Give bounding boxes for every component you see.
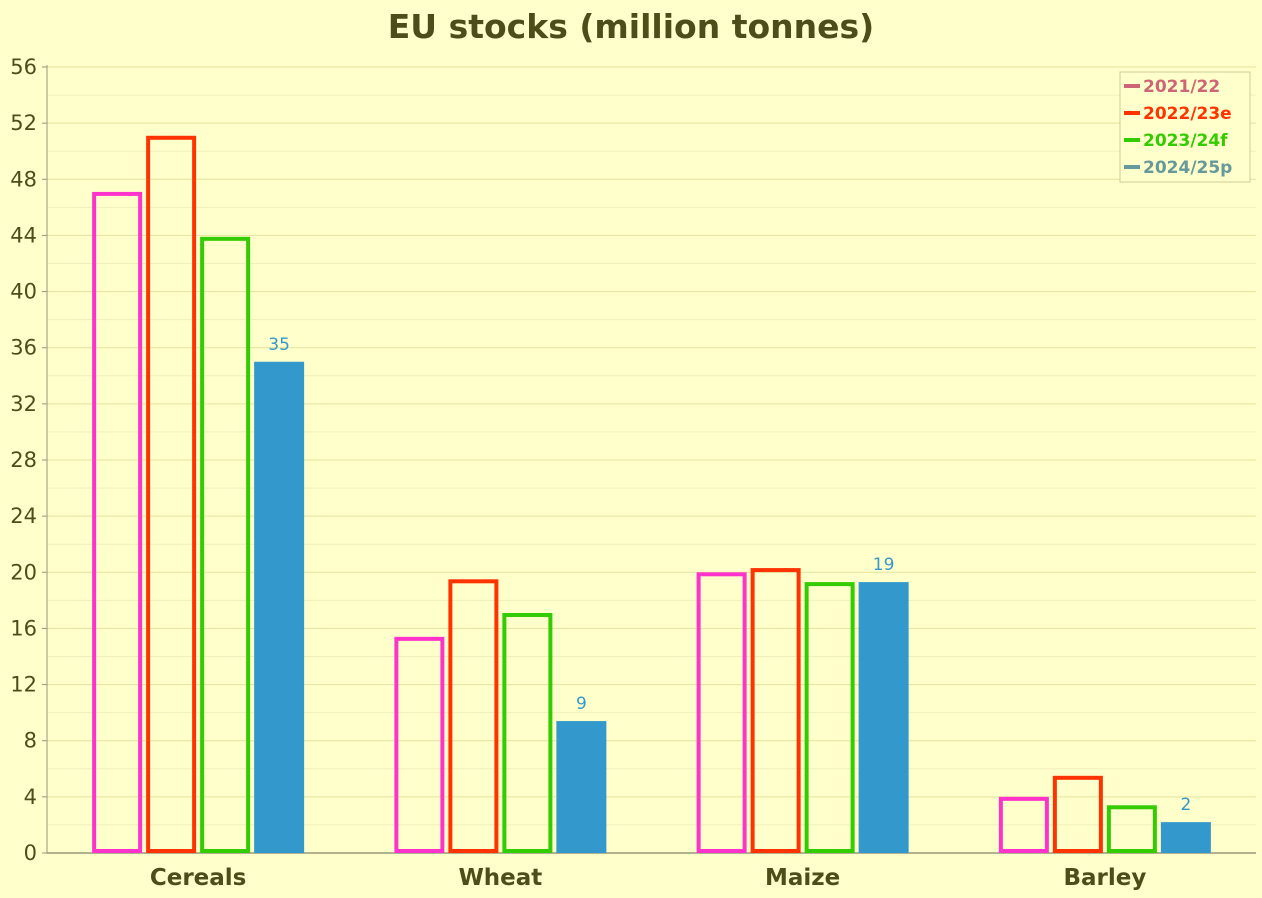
x-tick-label: Wheat <box>458 865 542 891</box>
bar-202324f-cereals <box>200 236 251 853</box>
x-tick-label: Barley <box>1063 865 1146 891</box>
data-label: 2 <box>1180 795 1191 815</box>
bar-202324f-wheat <box>502 612 553 853</box>
bar-202223e-barley <box>1052 775 1103 854</box>
legend-box <box>1119 71 1251 183</box>
y-tick-label: 28 <box>10 448 37 472</box>
legend-label: 2024/25p <box>1143 158 1232 178</box>
y-tick-label: 56 <box>10 55 37 79</box>
legend-label: 2021/22 <box>1143 77 1220 97</box>
bar-202324f-barley <box>1106 805 1157 853</box>
y-tick-label: 44 <box>10 223 37 247</box>
y-tick-label: 32 <box>10 392 37 416</box>
bar-202122-maize <box>696 572 747 853</box>
y-tick-label: 12 <box>10 673 37 697</box>
bars <box>92 135 1211 854</box>
bar-202223e-maize <box>750 568 801 853</box>
x-tick-label: Maize <box>765 865 840 891</box>
data-label: 35 <box>268 335 290 355</box>
y-tick-label: 52 <box>10 111 37 135</box>
data-labels: 35 9 19 2 <box>268 335 1191 815</box>
bar-202122-barley <box>998 796 1049 853</box>
y-tick-label: 16 <box>10 616 37 640</box>
bar-202122-wheat <box>394 636 445 853</box>
bar-202223e-cereals <box>146 135 197 853</box>
bar-202425p-wheat <box>556 721 607 853</box>
y-tick-label: 0 <box>24 841 37 865</box>
x-tick-label: Cereals <box>150 865 247 891</box>
y-tick-label: 48 <box>10 167 37 191</box>
y-tick-label: 20 <box>10 560 37 584</box>
bar-202425p-maize <box>858 582 909 853</box>
legend: 2021/22 2022/23e 2023/24f 2024/25p <box>1119 71 1251 183</box>
bar-202425p-cereals <box>254 361 305 853</box>
legend-label: 2023/24f <box>1143 131 1228 151</box>
y-tick-label: 36 <box>10 336 37 360</box>
chart-title: EU stocks (million tonnes) <box>388 7 874 46</box>
gridlines <box>47 66 1256 854</box>
bar-202122-cereals <box>92 191 143 854</box>
legend-label: 2022/23e <box>1143 104 1232 124</box>
y-tick-label: 8 <box>24 729 37 753</box>
bar-202425p-barley <box>1160 822 1211 853</box>
y-tick-label: 24 <box>10 504 37 528</box>
bar-202324f-maize <box>804 582 855 853</box>
y-tick-label: 40 <box>10 280 37 304</box>
y-tick-label: 4 <box>24 785 37 809</box>
data-label: 9 <box>576 694 587 714</box>
data-label: 19 <box>873 555 895 575</box>
bar-202223e-wheat <box>448 579 499 854</box>
